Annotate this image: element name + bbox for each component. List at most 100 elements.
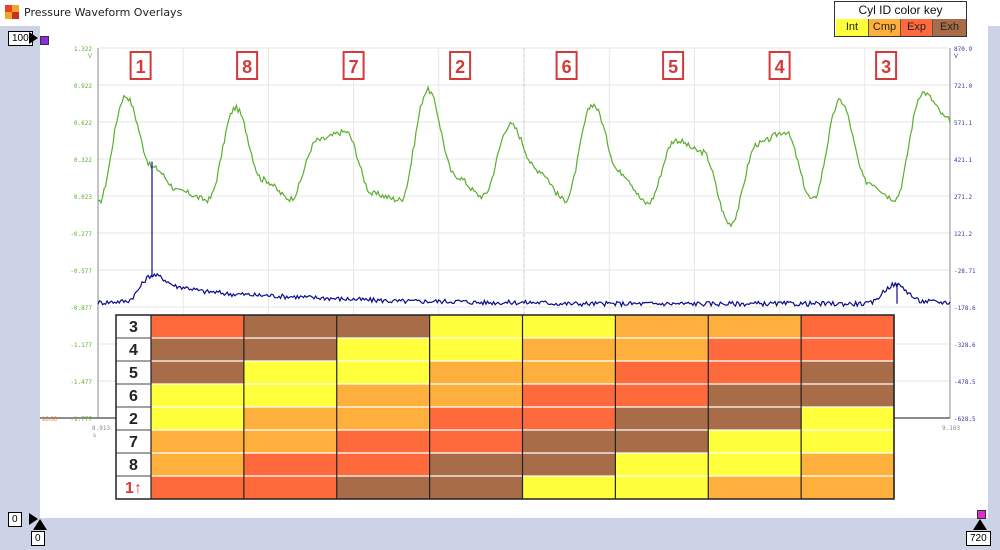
- table-row-label: 4: [129, 342, 138, 359]
- table-cell: [151, 315, 244, 338]
- table-cell: [708, 361, 802, 384]
- table-cell: [336, 384, 430, 407]
- table-cell: [801, 384, 894, 407]
- table-cell: [429, 315, 523, 338]
- x-start-marker[interactable]: 0: [31, 531, 45, 546]
- table-cell: [615, 430, 709, 453]
- cyl-label: 5: [668, 57, 678, 77]
- table-cell: [801, 430, 894, 453]
- x-end-marker[interactable]: 720: [966, 531, 991, 546]
- table-cell: [615, 453, 709, 476]
- key-exh: Exh: [932, 19, 966, 36]
- table-cell: [336, 476, 430, 499]
- cyl-label-box: [555, 51, 578, 80]
- table-cell: [708, 315, 802, 338]
- cyl-label: 4: [775, 57, 785, 77]
- bottom-left-marker[interactable]: 0: [8, 512, 22, 527]
- left-unit-label: V: [88, 54, 92, 60]
- left-tick-label: -0.877: [70, 305, 92, 312]
- title-bar: Pressure Waveform Overlays: [0, 0, 1000, 26]
- cyl-color-key: Cyl ID color key Int Cmp Exp Exh: [834, 1, 967, 37]
- right-tick-label: 721.0: [954, 83, 972, 90]
- cyl-label-box: [129, 51, 152, 80]
- x-end-arrow-icon[interactable]: [973, 519, 987, 530]
- table-cell: [615, 407, 709, 430]
- left-tick-label: -1.177: [70, 342, 92, 349]
- table-row-label: 3: [129, 319, 138, 336]
- app-icon: [5, 5, 19, 19]
- table-cell: [151, 476, 244, 499]
- table-cell: [522, 384, 616, 407]
- table-cell: [801, 476, 894, 499]
- right-tick-label: -28.71: [954, 268, 976, 275]
- table-cell: [708, 407, 802, 430]
- table-cell: [243, 338, 337, 361]
- left-tick-label: 0.622: [74, 120, 92, 127]
- table-row-label: 7: [129, 434, 138, 451]
- left-tick-label: -0.577: [70, 268, 92, 275]
- table-cell: [708, 338, 802, 361]
- left-tick-label: -1.477: [70, 379, 92, 386]
- cyl-label-box: [236, 51, 259, 80]
- table-cell: [522, 430, 616, 453]
- key-exp: Exp: [900, 19, 932, 36]
- table-cell: [615, 315, 709, 338]
- cyl-state-table: 3 4 5 6 2 7 8 1↑: [115, 314, 895, 500]
- table-cell: [243, 453, 337, 476]
- table-row-label: 2: [129, 411, 138, 428]
- table-cell: [615, 361, 709, 384]
- window-title: Pressure Waveform Overlays: [24, 6, 183, 19]
- table-cell: [522, 361, 616, 384]
- right-tick-label: -328.6: [954, 342, 976, 349]
- table-cell: [429, 453, 523, 476]
- cyl-label: 2: [455, 57, 465, 77]
- left-tick-label: 0.322: [74, 157, 92, 164]
- table-cell: [243, 407, 337, 430]
- table-cell: [522, 315, 616, 338]
- bottom-right-handle[interactable]: [977, 510, 986, 519]
- table-cell: [615, 476, 709, 499]
- left-tick-label: -0.277: [70, 231, 92, 238]
- cyl-label: 3: [881, 57, 891, 77]
- cyl-label-box: [342, 51, 365, 80]
- key-cmp: Cmp: [868, 19, 900, 36]
- left-tick-label: 1.322: [74, 46, 92, 53]
- top-left-handle[interactable]: [40, 36, 49, 45]
- table-cell: [336, 315, 430, 338]
- table-cell: [708, 430, 802, 453]
- table-cell: [429, 430, 523, 453]
- key-title: Cyl ID color key: [858, 3, 943, 17]
- cyl-label: 8: [242, 57, 252, 77]
- x-start-arrow-icon[interactable]: [33, 519, 47, 530]
- table-cell: [801, 315, 894, 338]
- table-cell: [151, 361, 244, 384]
- table-cell: [615, 338, 709, 361]
- right-tick-label: 271.2: [954, 194, 972, 201]
- table-cell: [522, 338, 616, 361]
- table-cell: [429, 407, 523, 430]
- right-tick-label: -628.5: [954, 416, 976, 423]
- key-int: Int: [836, 19, 868, 36]
- table-cell: [801, 361, 894, 384]
- cyl-label: 1: [136, 57, 146, 77]
- series-line: [97, 85, 951, 228]
- table-cell: [708, 453, 802, 476]
- left-tick-label: -1.777: [70, 416, 92, 423]
- waveform-chart: 8.9138.9388.9638.9889.0139.0389.0639.088…: [40, 46, 976, 500]
- table-cell: [522, 476, 616, 499]
- table-cell: [243, 384, 337, 407]
- cyl-label: 7: [349, 57, 359, 77]
- cyl-label-box: [875, 51, 898, 80]
- table-cell: [151, 384, 244, 407]
- table-cell: [151, 407, 244, 430]
- top-left-arrow-icon[interactable]: [29, 32, 38, 44]
- right-tick-label: 571.1: [954, 120, 972, 127]
- table-cell: [708, 476, 802, 499]
- x-tick-label: 8.913: [92, 425, 110, 432]
- table-cell: [801, 453, 894, 476]
- table-cell: [708, 384, 802, 407]
- table-cell: [151, 430, 244, 453]
- right-tick-label: 870.9: [954, 46, 972, 53]
- table-cell: [429, 361, 523, 384]
- plot-area[interactable]: 8.9138.9388.9638.9889.0139.0389.0639.088…: [40, 26, 988, 518]
